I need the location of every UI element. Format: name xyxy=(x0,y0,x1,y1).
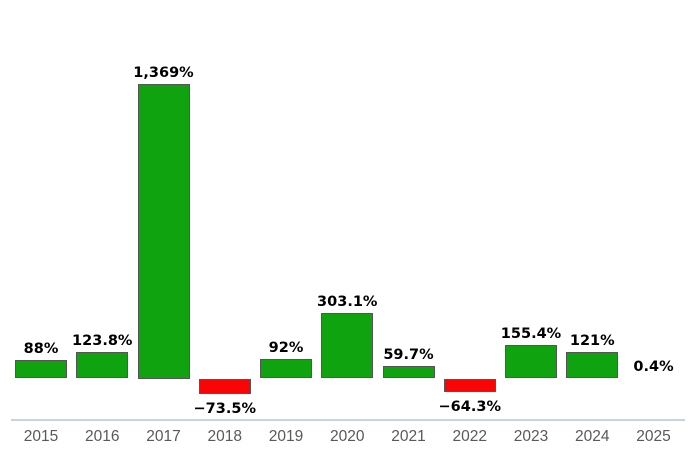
x-tick-2016: 2016 xyxy=(85,428,120,445)
value-label-2022: −64.3% xyxy=(438,399,501,416)
x-tick-2023: 2023 xyxy=(513,428,549,445)
bar-2017 xyxy=(137,84,190,379)
x-tick-2017: 2017 xyxy=(146,428,181,445)
bar-2021 xyxy=(382,365,435,379)
bar-2020 xyxy=(321,313,374,379)
bar-2024 xyxy=(566,352,619,379)
value-label-2019: 92% xyxy=(268,339,304,356)
bar-2018 xyxy=(198,378,251,395)
x-tick-2019: 2019 xyxy=(268,428,304,445)
x-tick-2020: 2020 xyxy=(330,428,365,445)
value-label-2025: 0.4% xyxy=(633,359,674,376)
x-axis-line xyxy=(11,419,685,421)
bar-2019 xyxy=(260,358,312,379)
value-label-2024: 121% xyxy=(569,333,615,350)
x-tick-2024: 2024 xyxy=(575,428,610,445)
bar-2022 xyxy=(443,378,496,393)
value-label-2021: 59.7% xyxy=(383,346,434,363)
bar-2023 xyxy=(505,345,557,379)
x-tick-2025: 2025 xyxy=(636,428,671,445)
value-label-2018: −73.5% xyxy=(193,401,256,418)
value-label-2015: 88% xyxy=(23,340,59,357)
x-tick-2018: 2018 xyxy=(207,428,242,445)
value-label-2023: 155.4% xyxy=(500,326,562,343)
bar-2016 xyxy=(76,351,129,379)
x-tick-2015: 2015 xyxy=(23,428,59,445)
value-label-2020: 303.1% xyxy=(317,294,378,311)
value-label-2017: 1,369% xyxy=(133,65,194,81)
bar-2015 xyxy=(15,359,67,379)
x-tick-2022: 2022 xyxy=(452,428,487,445)
value-label-2016: 123.8% xyxy=(72,332,133,349)
x-tick-2021: 2021 xyxy=(391,428,426,445)
